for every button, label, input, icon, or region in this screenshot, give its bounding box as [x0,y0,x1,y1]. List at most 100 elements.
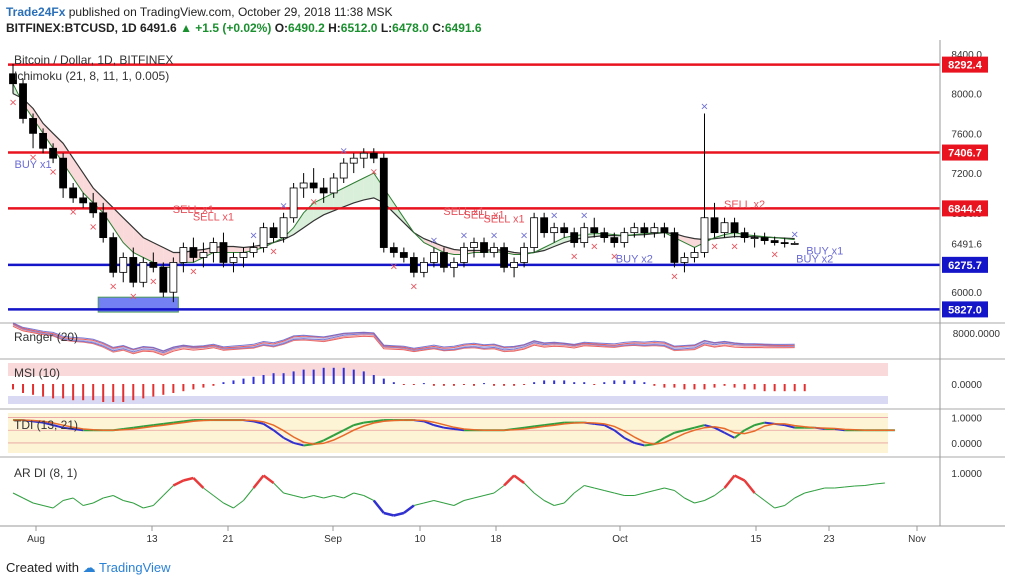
candle-body [9,73,17,85]
tdi-segment [323,434,335,442]
tdi-segment [343,424,355,432]
ardi-segment [714,487,725,496]
msi-bar [483,383,486,385]
tdi-tick-label-high: 1.0000 [951,414,982,425]
created-with-label: Created with [6,560,79,575]
candle-body [520,247,529,263]
msi-bar [152,384,155,397]
ardi-pane[interactable]: AR DI (8, 1) [0,456,1005,517]
candle-body [29,118,37,134]
ichimoku-cloud-segment [113,207,124,243]
tradingview-link[interactable]: TradingView [99,560,171,575]
candle-body [630,227,639,234]
msi-bar [763,384,766,392]
candle-body [750,237,759,240]
ardi-segment [363,495,375,501]
sell-marker: × [89,222,97,233]
candle-body [720,222,729,234]
ardi-segment [353,492,364,496]
ardi-segment [834,486,845,489]
candle-body [169,262,178,293]
candle-body [790,243,799,245]
msi-bar [543,380,546,384]
open-label: O: [274,21,289,35]
ardi-segment [684,497,695,504]
candle-body [570,232,579,243]
candle-body [219,242,228,263]
candle-body [199,252,208,258]
tdi-pane[interactable]: TDI (13, 21) [0,408,1005,453]
ardi-segment [644,490,655,494]
msi-bar [132,384,135,401]
msi-pane[interactable]: MSI (10) [0,358,1005,404]
ichimoku-cloud-segment [143,237,154,263]
candle-body [550,227,559,234]
msi-bar [753,384,756,390]
candle-body [610,237,619,243]
tdi-segment [754,421,765,427]
tdi-segment [554,421,565,425]
resistance-level-value: 8292.4 [948,60,983,72]
time-tick-label: 21 [222,534,234,545]
ardi-segment [804,490,815,494]
msi-bar [693,384,696,390]
sell-marker: × [670,271,678,282]
ardi-segment [563,492,575,504]
candle-body [680,257,689,263]
tdi-segment [363,420,374,424]
msi-bar [643,382,646,384]
msi-bar [503,384,506,386]
price-change: +1.5 (+0.02%) [195,21,272,35]
msi-bar [32,384,35,395]
tdi-segment [143,424,154,428]
tdi-segment [183,419,194,423]
resistance-level-tag [942,56,988,73]
msi-bar [42,384,45,397]
ardi-segment [143,505,154,509]
candle-body [109,237,118,273]
sell-marker: × [109,281,117,292]
candle-body [640,227,649,234]
tdi-band [8,413,888,453]
ardi-segment [704,495,715,501]
sell-marker: × [730,242,738,253]
ardi-segment [423,500,435,504]
candle-body [89,202,98,214]
ardi-segment [764,500,775,509]
candle-body [249,247,258,253]
tdi-segment [623,436,635,444]
tdi-segment [283,436,295,444]
tdi-segment [62,426,74,430]
tdi-segment [163,421,174,425]
tdi-segment [663,431,675,439]
sell-marker: × [129,291,137,302]
msi-bar [292,371,295,384]
ardi-segment [72,497,84,506]
buy-marker: × [700,102,708,113]
candle-body [470,242,478,248]
candle-body [690,252,699,258]
author-brand[interactable]: Trade24Fx [6,5,66,19]
ranger-pane[interactable]: Ranger (20) [0,322,1005,356]
candle-body [119,257,128,273]
msi-bar [202,384,205,388]
chart-canvas[interactable]: ×××××××××××× ×××××× × × ××××××××× ×××BUY x1SE… [0,40,1011,558]
ardi-segment [313,495,324,499]
ardi-segment [664,487,675,491]
ardi-segment [283,492,294,496]
price-pane[interactable]: ×××××××××××× ×××××× × × ××××××××× ×××BUY x1SE… [8,53,940,313]
ichimoku-cloud-segment [353,178,364,203]
ranger-band-line [12,322,795,352]
candle-body [500,247,508,268]
msi-tick-label: 0.0000 [951,380,982,391]
candle-body [389,247,398,253]
ardi-segment [92,497,104,504]
candle-body [279,217,288,239]
msi-bar [553,380,556,384]
low-value: 6478.0 [392,21,429,35]
high-value: 6512.0 [340,21,378,35]
candle-body [590,227,599,234]
tdi-title: TDI (13, 21) [14,418,78,432]
sell-marker: × [570,252,578,263]
time-tick-label: 10 [414,534,426,545]
